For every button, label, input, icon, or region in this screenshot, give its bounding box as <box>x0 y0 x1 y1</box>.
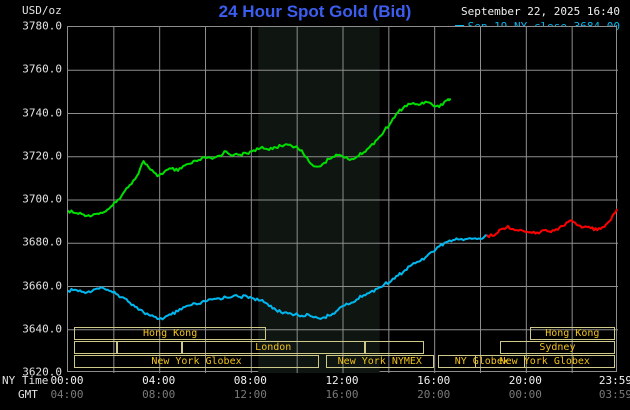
session-bar: Hong Kong <box>73 327 267 340</box>
session-bar <box>117 341 182 354</box>
session-bar: Sydney <box>500 341 615 354</box>
y-axis-tick-label: 3720.0 <box>22 149 62 163</box>
y-axis: 3780.0 3760.0 3740.0 3720.0 3700.0 3680.0 3660… <box>0 0 67 410</box>
x-axis-tick-ny: 08:00 <box>233 374 267 387</box>
x-axis-tick-ny: 12:00 <box>325 374 359 387</box>
x-axis-tick-ny: 04:00 <box>142 374 176 387</box>
x-axis: NY Time GMT 00:00 04:00 04:00 08:00 08:00 12:… <box>0 373 630 410</box>
price-line-series <box>68 98 452 218</box>
x-axis-tick-gmt: 12:00 <box>233 388 267 401</box>
x-axis-tick-ny: 16:00 <box>417 374 451 387</box>
x-axis-tick-gmt: 16:00 <box>325 388 359 401</box>
x-axis-tick-ny: 00:00 <box>50 374 84 387</box>
y-axis-tick-label: 3680.0 <box>22 235 62 249</box>
plot-area <box>67 26 618 373</box>
price-line-series <box>68 234 489 321</box>
y-axis-tick-label: 3700.0 <box>22 192 62 206</box>
x-axis-tick-gmt: 03:59 <box>598 388 630 401</box>
legend-timestamp: September 22, 2025 16:40 <box>461 5 620 18</box>
session-bar: New York Globex <box>474 355 615 368</box>
x-axis-tick-ny: 23:59 <box>598 374 630 387</box>
gmt-row-label: GMT <box>18 388 38 401</box>
y-axis-tick-label: 3620.0 <box>22 365 62 379</box>
price-line-series <box>486 208 618 239</box>
y-axis-unit-label: USD/oz <box>22 4 62 17</box>
session-bar <box>73 341 118 354</box>
y-axis-tick-label: 3780.0 <box>22 19 62 33</box>
session-bar: New York NYMEX <box>325 355 434 368</box>
x-axis-tick-gmt: 08:00 <box>142 388 176 401</box>
x-axis-tick-gmt: 20:00 <box>417 388 451 401</box>
x-axis-tick-gmt: 00:00 <box>508 388 542 401</box>
page-title: 24 Hour Spot Gold (Bid) <box>218 2 412 21</box>
x-axis-tick-gmt: 04:00 <box>50 388 84 401</box>
session-bar: New York Globex <box>73 355 320 368</box>
y-axis-tick-label: 3740.0 <box>22 106 62 119</box>
price-lines-svg <box>68 27 618 373</box>
y-axis-tick-label: 3660.0 <box>22 279 62 292</box>
y-axis-tick-label: 3640.0 <box>22 322 62 336</box>
y-axis-tick-label: 3760.0 <box>22 62 62 76</box>
session-bar <box>364 341 425 354</box>
x-axis-tick-ny: 20:00 <box>508 374 542 387</box>
ny-time-row-label: NY Time <box>2 374 49 387</box>
session-bar: Hong Kong <box>529 327 615 340</box>
trading-session-bars: Hong Kong London New York Globex New York N… <box>67 327 617 371</box>
session-bar: London <box>181 341 365 354</box>
